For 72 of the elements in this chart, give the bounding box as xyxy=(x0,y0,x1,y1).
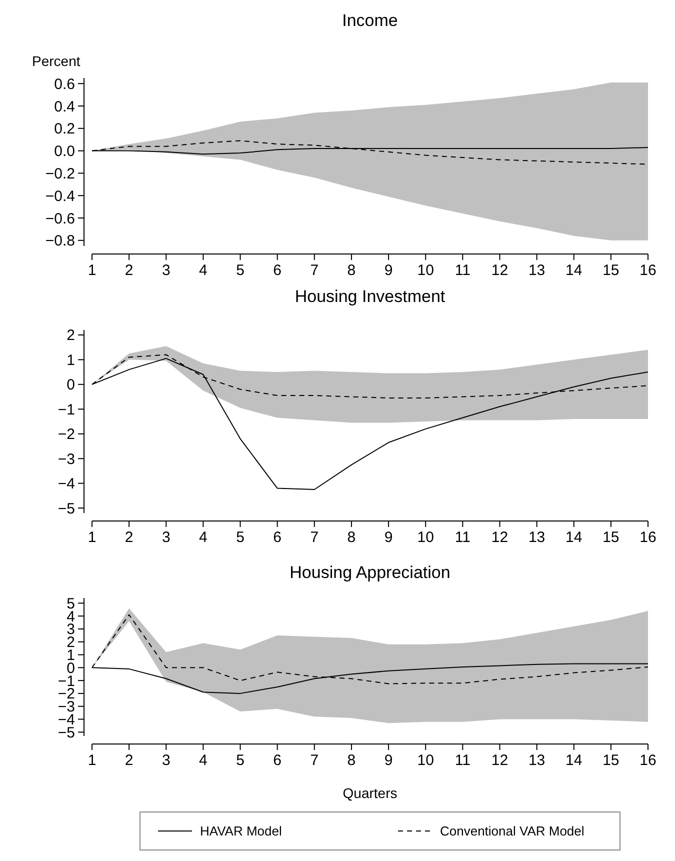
y-tick-label: −0.6 xyxy=(45,210,75,228)
x-tick-label: 14 xyxy=(566,529,582,546)
x-tick-label: 10 xyxy=(417,529,434,546)
x-tick-label: 2 xyxy=(124,529,134,546)
x-tick-label: 10 xyxy=(417,262,434,279)
x-tick-label: 16 xyxy=(640,752,656,769)
y-tick-label: 0 xyxy=(66,376,75,394)
y-tick-label: 1 xyxy=(66,352,75,369)
chart-title: Income xyxy=(342,11,398,30)
x-tick-label: 15 xyxy=(602,752,620,769)
y-tick-label: −4 xyxy=(58,476,75,493)
x-tick-label: 1 xyxy=(88,529,96,546)
x-tick-label: 12 xyxy=(491,529,508,546)
x-tick-label: 9 xyxy=(384,262,393,279)
y-tick-label: −0.4 xyxy=(45,188,75,205)
x-tick-label: 13 xyxy=(528,262,546,279)
x-tick-label: 1 xyxy=(88,262,96,279)
x-tick-label: 14 xyxy=(566,262,582,279)
x-tick-label: 8 xyxy=(347,262,356,279)
x-tick-label: 4 xyxy=(199,752,208,769)
x-tick-label: 8 xyxy=(347,752,356,769)
chart-title: Housing Investment xyxy=(294,287,446,306)
x-tick-label: 8 xyxy=(347,529,356,546)
x-tick-label: 1 xyxy=(88,752,96,769)
x-tick-label: 6 xyxy=(273,752,282,769)
x-tick-label: 16 xyxy=(640,262,656,279)
y-axis-title: Percent xyxy=(32,53,80,69)
x-tick-label: 13 xyxy=(528,752,546,769)
y-tick-label: 0.6 xyxy=(54,76,75,93)
legend-label: Conventional VAR Model xyxy=(440,824,584,839)
x-tick-label: 6 xyxy=(273,262,282,279)
x-tick-label: 7 xyxy=(310,262,319,279)
x-tick-label: 3 xyxy=(162,529,170,546)
y-tick-label: 0.0 xyxy=(54,143,75,160)
y-tick-label: 5 xyxy=(66,595,75,612)
x-tick-label: 4 xyxy=(199,529,208,546)
x-tick-label: 3 xyxy=(162,752,170,769)
x-tick-label: 9 xyxy=(384,752,393,769)
y-tick-label: −2 xyxy=(58,426,75,444)
x-tick-label: 13 xyxy=(528,529,546,546)
x-tick-label: 16 xyxy=(640,529,656,546)
y-tick-label: −0.8 xyxy=(45,232,75,250)
x-tick-label: 3 xyxy=(162,262,170,279)
x-tick-label: 11 xyxy=(454,262,470,279)
x-tick-label: 12 xyxy=(491,262,508,279)
x-tick-label: 10 xyxy=(417,752,434,769)
x-tick-label: 2 xyxy=(124,752,134,769)
x-tick-label: 14 xyxy=(566,752,582,769)
x-tick-label: 15 xyxy=(602,529,620,546)
y-tick-label: −0.2 xyxy=(45,165,75,182)
x-tick-label: 9 xyxy=(384,529,393,546)
x-tick-label: 12 xyxy=(491,752,508,769)
x-tick-label: 5 xyxy=(236,752,244,769)
x-tick-label: 15 xyxy=(602,262,620,279)
x-axis-title: Quarters xyxy=(342,785,398,801)
x-tick-label: 7 xyxy=(310,752,319,769)
y-tick-label: 0.2 xyxy=(54,120,75,138)
x-tick-label: 2 xyxy=(124,262,134,279)
x-tick-label: 7 xyxy=(310,529,319,546)
y-tick-label: 0.4 xyxy=(54,98,75,116)
x-tick-label: 11 xyxy=(454,752,470,769)
y-tick-label: −1 xyxy=(58,401,75,418)
y-tick-label: −5 xyxy=(58,500,75,518)
x-tick-label: 11 xyxy=(454,529,470,546)
legend-label: HAVAR Model xyxy=(200,824,282,839)
y-tick-label: −3 xyxy=(58,450,75,468)
x-tick-label: 6 xyxy=(273,529,282,546)
x-tick-label: 5 xyxy=(236,529,244,546)
x-tick-label: 5 xyxy=(236,262,244,279)
chart-title: Housing Appreciation xyxy=(290,563,450,582)
x-tick-label: 4 xyxy=(199,262,208,279)
y-tick-label: 2 xyxy=(66,327,75,344)
